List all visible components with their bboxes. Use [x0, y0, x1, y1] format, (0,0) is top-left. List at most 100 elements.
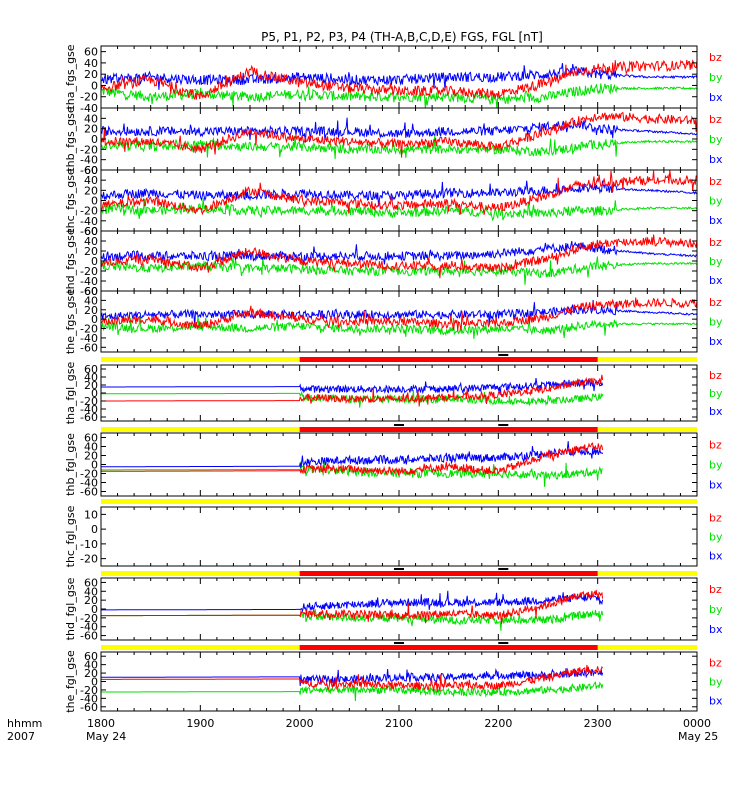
y-tick-label: -20 — [80, 684, 98, 697]
mode-bar-yellow — [101, 571, 300, 576]
legend-by: by — [709, 71, 723, 84]
series-group — [101, 297, 697, 339]
time-axis: 1800 1900 2000 2100 2200 2300 0000 — [87, 717, 711, 730]
y-tick-label: 60 — [84, 285, 98, 298]
y-tick-label: -20 — [80, 265, 98, 278]
y-tick-label: -40 — [80, 692, 98, 705]
series-by-line — [101, 681, 604, 702]
mode-bar-red — [299, 427, 598, 432]
y-tick-label: -60 — [80, 225, 98, 238]
y-axis-label: thd_fgl_gse — [64, 577, 77, 640]
end-date-label: May 25 — [678, 730, 718, 743]
y-tick-label: 20 — [84, 594, 98, 607]
mode-bar-marker — [498, 642, 509, 644]
mode-bar-marker — [394, 424, 404, 426]
y-tick-label: 40 — [84, 235, 98, 248]
mode-bar — [101, 499, 697, 504]
y-tick-label: -20 — [80, 553, 98, 566]
mode-bar — [101, 642, 697, 650]
legend-by: by — [709, 387, 723, 400]
series-bz-line — [101, 111, 697, 158]
y-axis-label: thd_fgs_gse — [64, 228, 77, 294]
y-tick-label: 20 — [84, 123, 98, 136]
series-group — [101, 111, 697, 160]
mode-bar-marker — [498, 424, 509, 426]
series-bz-line — [101, 59, 697, 101]
y-axis-label: the_fgs_gse — [64, 289, 77, 354]
series-bz-line — [101, 170, 697, 216]
y-tick-label: 0 — [91, 255, 98, 268]
y-tick-label: 0 — [91, 676, 98, 689]
mode-bar-red — [299, 645, 598, 650]
y-tick-label: 40 — [84, 659, 98, 672]
panel-frame — [100, 432, 698, 497]
y-tick-label: 40 — [84, 294, 98, 307]
y-tick-label: -60 — [80, 411, 98, 424]
legend-by: by — [709, 255, 723, 268]
y-tick-label: 40 — [84, 174, 98, 187]
panel-frame — [100, 577, 698, 641]
legend-bx: bx — [709, 153, 723, 166]
mode-bar-yellow — [597, 427, 697, 432]
y-tick-label: -20 — [80, 468, 98, 481]
y-tick-label: 40 — [84, 371, 98, 384]
legend-by: by — [709, 133, 723, 146]
y-tick-label: 40 — [84, 441, 98, 454]
chart-title: P5, P1, P2, P3, P4 (TH-A,B,C,D,E) FGS, F… — [261, 30, 543, 44]
y-axis-label: tha_fgs_gse — [64, 44, 77, 109]
y-tick-label: -60 — [80, 701, 98, 714]
y-tick-label: 60 — [84, 650, 98, 663]
series-by-line — [101, 135, 697, 160]
mode-bar-red — [299, 571, 598, 576]
legend-bx: bx — [709, 214, 723, 227]
mode-bar-yellow — [101, 357, 300, 362]
y-axis-label: thb_fgs_gse — [64, 106, 77, 172]
series-bz-line — [101, 374, 604, 407]
legend-bx: bx — [709, 274, 723, 287]
legend-bz: bz — [709, 583, 722, 596]
series-bz-line — [101, 590, 604, 625]
series-by-line — [101, 197, 697, 222]
series-by-line — [101, 82, 697, 108]
y-tick-label: 0 — [91, 603, 98, 616]
y-tick-label: 20 — [84, 667, 98, 680]
y-tick-label: 0 — [91, 459, 98, 472]
legend-bx: bx — [709, 479, 723, 492]
legend-by: by — [709, 531, 723, 544]
y-tick-label: -60 — [80, 164, 98, 177]
y-tick-label: 60 — [84, 363, 98, 376]
series-bx-line — [101, 590, 604, 613]
y-axis-label: thc_fgs_gse — [64, 168, 77, 233]
y-tick-label: -10 — [80, 538, 98, 551]
y-tick-label: 60 — [84, 164, 98, 177]
series-group — [101, 170, 697, 222]
y-tick-label: 40 — [84, 585, 98, 598]
y-tick-label: 20 — [84, 245, 98, 258]
y-tick-label: -20 — [80, 205, 98, 218]
panel-frame — [100, 364, 698, 422]
mode-bar-red — [299, 357, 598, 362]
series-by-line — [101, 459, 603, 487]
y-tick-label: 60 — [84, 46, 98, 59]
series-bx-line — [101, 667, 604, 687]
legend-bz: bz — [709, 296, 722, 309]
mode-bar-yellow — [101, 645, 300, 650]
legend-bz: bz — [709, 236, 722, 249]
series-group — [101, 234, 697, 285]
y-tick-label: 20 — [84, 379, 98, 392]
legend-bx: bx — [709, 405, 723, 418]
panel-frame — [100, 651, 698, 712]
x-tick-label: 2100 — [385, 717, 413, 730]
legend-bz: bz — [709, 438, 722, 451]
y-tick-label: 60 — [84, 576, 98, 589]
x-tick-label: 2300 — [584, 717, 612, 730]
series-bx-line — [101, 441, 604, 469]
hhmm-row-label: hhmm — [7, 717, 42, 730]
